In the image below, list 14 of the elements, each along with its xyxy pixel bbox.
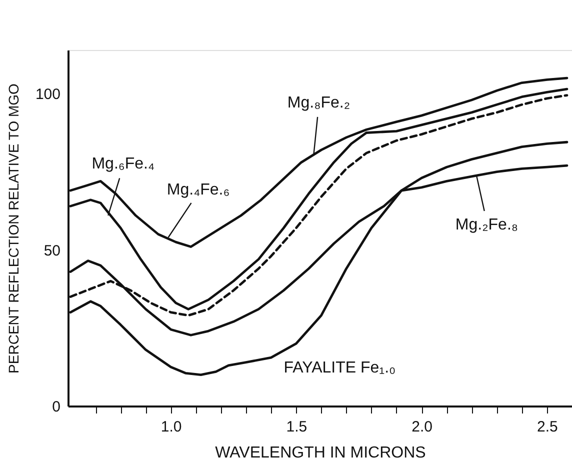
annotation: Mg.₂Fe.₈: [455, 216, 518, 234]
x-axis-title: WAVELENGTH IN MICRONS: [215, 444, 426, 462]
x-tick-label: 2.5: [536, 418, 558, 436]
y-axis-title: PERCENT REFLECTION RELATIVE TO MGO: [5, 83, 22, 374]
x-tick-label: 1.5: [286, 418, 308, 436]
annotation: FAYALITE Fe₁.₀: [284, 360, 396, 377]
x-tick-label: 2.0: [412, 418, 432, 436]
y-tick-label: 50: [44, 242, 60, 260]
annotation: Mg.₈Fe.₂: [287, 94, 350, 112]
annotation: Mg.₆Fe.₄: [92, 156, 155, 173]
annotation: Mg.₄Fe.₆: [166, 181, 230, 198]
x-tick-label: 1.0: [160, 418, 182, 436]
y-tick-label: 100: [35, 86, 60, 104]
y-tick-label: 0: [52, 398, 60, 416]
